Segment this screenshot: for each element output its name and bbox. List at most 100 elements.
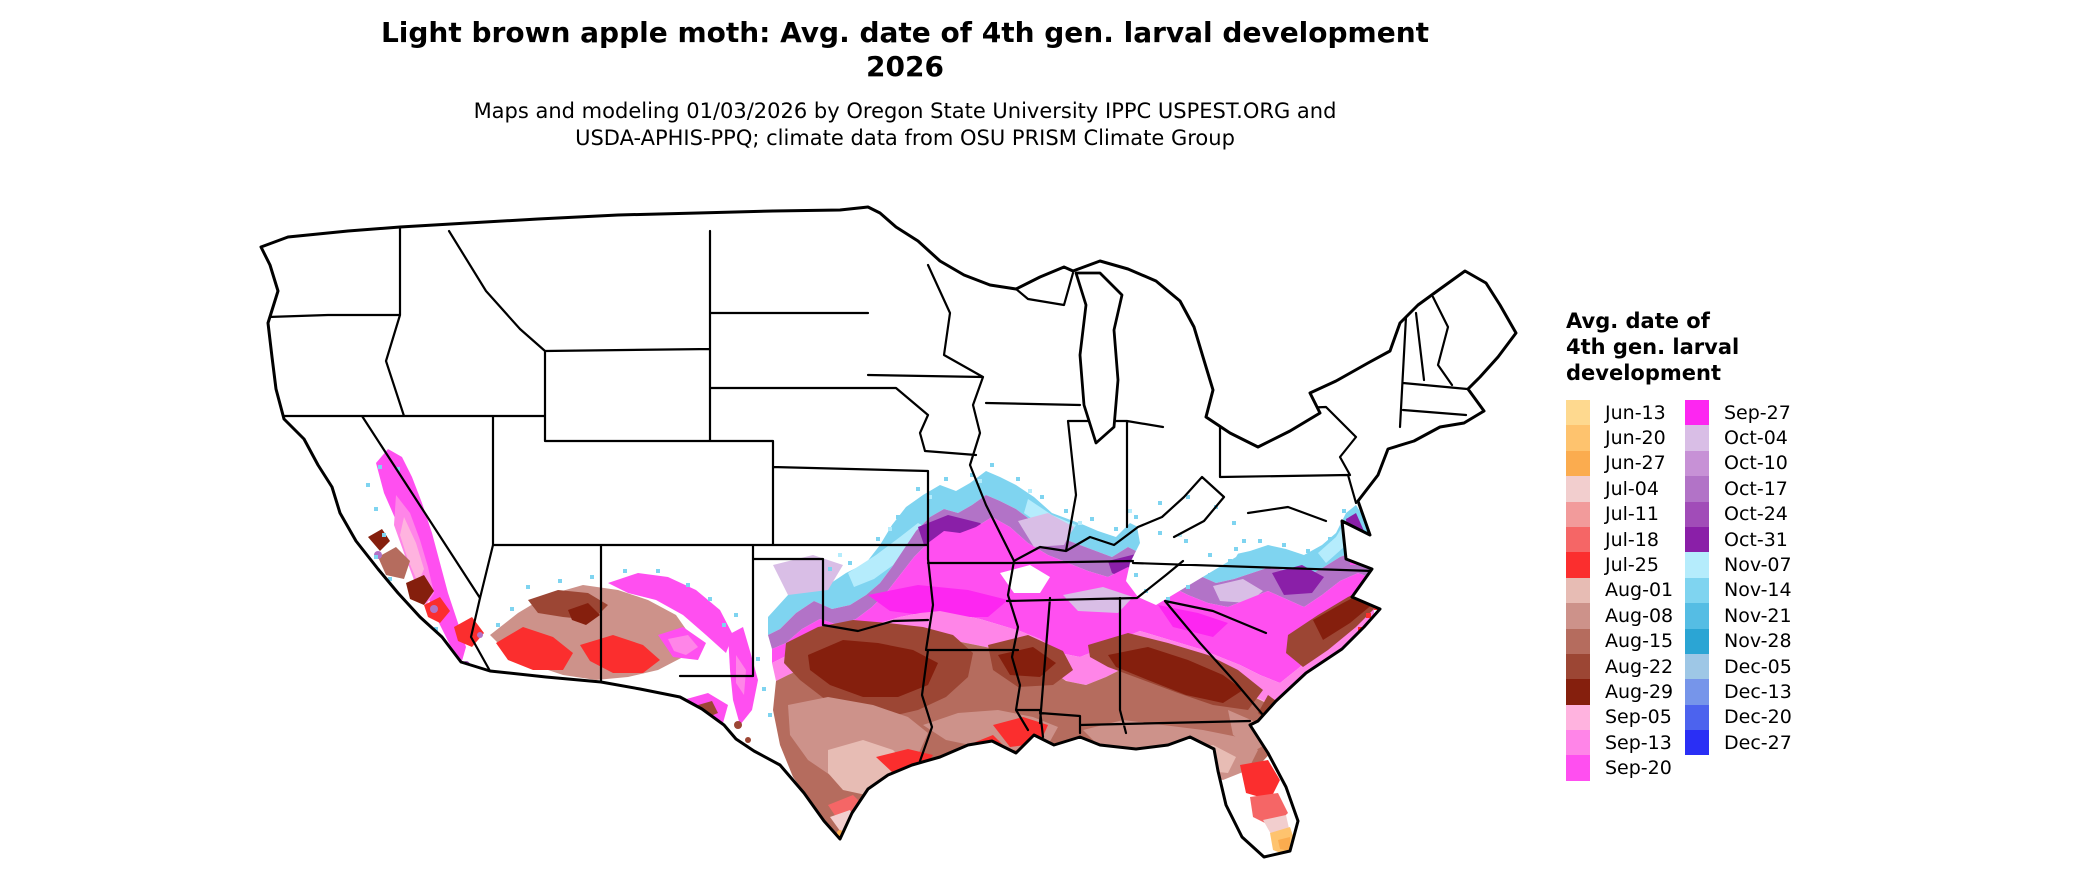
legend-swatch — [1566, 603, 1590, 629]
page-title-line2: 2026 — [866, 50, 944, 83]
legend-entry: Dec-20 — [1685, 704, 1792, 731]
legend-entry: Aug-22 — [1566, 653, 1685, 680]
us-map — [228, 165, 1520, 880]
legend-entry: Sep-13 — [1566, 730, 1685, 756]
lake-michigan — [1074, 271, 1124, 445]
legend-entry: Sep-20 — [1566, 755, 1685, 781]
legend-entry-label: Sep-05 — [1605, 706, 1672, 729]
legend-entry: Dec-05 — [1685, 653, 1792, 680]
legend-column-2: Sep-27 Oct-04 Oct-10 Oct-17 Oct-24 Oct-31 Nov-… — [1685, 400, 1792, 781]
subtitle-line2: USDA-APHIS-PPQ; climate data from OSU PR… — [575, 126, 1235, 150]
legend-entry-label: Aug-15 — [1605, 630, 1674, 653]
legend-swatch — [1685, 577, 1709, 604]
legend-swatch — [1566, 755, 1590, 781]
legend-swatch — [1685, 603, 1709, 629]
legend-entry-label: Jul-04 — [1605, 477, 1659, 500]
subtitle-line1: Maps and modeling 01/03/2026 by Oregon S… — [473, 99, 1337, 123]
legend-entry-label: Sep-27 — [1724, 401, 1791, 424]
legend-entry-label: Jul-18 — [1605, 528, 1659, 551]
legend-entry-label: Jul-25 — [1605, 554, 1659, 577]
legend-swatch — [1685, 425, 1709, 451]
legend-entry-label: Jun-20 — [1605, 427, 1666, 450]
legend-swatch — [1685, 653, 1709, 680]
legend-entry-label: Oct-10 — [1724, 452, 1788, 475]
legend-entry-label: Oct-04 — [1724, 427, 1788, 450]
legend-swatch — [1566, 501, 1590, 527]
legend-entry-label: Dec-27 — [1724, 731, 1792, 754]
legend-entry: Dec-13 — [1685, 679, 1792, 705]
legend-entry-label: Dec-13 — [1724, 680, 1792, 703]
legend-entry-label: Jun-13 — [1605, 401, 1666, 424]
legend-swatch — [1566, 552, 1590, 578]
legend-entry-label: Jul-11 — [1605, 503, 1659, 526]
legend-entry: Oct-24 — [1685, 501, 1792, 527]
legend-entry-label: Aug-01 — [1605, 579, 1674, 602]
legend-entry: Oct-04 — [1685, 425, 1792, 451]
legend-entry: Aug-15 — [1566, 628, 1685, 654]
legend-entry-label: Sep-13 — [1605, 731, 1672, 754]
legend-columns: Jun-13 Jun-20 Jun-27 Jul-04 Jul-11 Jul-18 Jul-… — [1566, 400, 1886, 781]
legend-entry-label: Oct-17 — [1724, 477, 1788, 500]
legend-entry: Nov-07 — [1685, 552, 1792, 578]
legend-entry: Sep-27 — [1685, 400, 1792, 426]
legend-swatch — [1685, 679, 1709, 705]
legend-swatch — [1566, 704, 1590, 731]
legend-swatch — [1685, 400, 1709, 426]
legend-swatch — [1566, 425, 1590, 451]
aug29-blobs — [808, 590, 1374, 703]
legend-entry-label: Nov-07 — [1724, 554, 1792, 577]
legend-entry: Nov-14 — [1685, 577, 1792, 604]
legend-swatch — [1685, 628, 1709, 654]
legend-entry-label: Dec-05 — [1724, 655, 1792, 678]
legend-title-line2: 4th gen. larval — [1566, 335, 1740, 359]
legend-swatch — [1685, 476, 1709, 502]
legend-entry: Dec-27 — [1685, 730, 1792, 756]
legend-title-line3: development — [1566, 361, 1721, 385]
legend-entry-label: Aug-08 — [1605, 604, 1674, 627]
legend-entry-label: Oct-31 — [1724, 528, 1788, 551]
legend-entry-label: Sep-20 — [1605, 757, 1672, 780]
band-nov — [768, 471, 1374, 635]
legend-column-1: Jun-13 Jun-20 Jun-27 Jul-04 Jul-11 Jul-18 Jul-… — [1566, 400, 1685, 781]
legend-swatch — [1566, 679, 1590, 705]
legend-entry: Oct-17 — [1685, 476, 1792, 502]
legend-swatch — [1685, 704, 1709, 731]
legend-entry: Jun-27 — [1566, 450, 1685, 477]
legend-swatch — [1685, 552, 1709, 578]
us-map-svg — [259, 205, 1518, 859]
state-borders — [265, 225, 1480, 763]
jul04-blobs — [830, 810, 1290, 843]
legend-entry-label: Aug-22 — [1605, 655, 1674, 678]
jun27-core — [837, 830, 1290, 851]
legend-entry: Aug-08 — [1566, 603, 1685, 629]
cyan-speckles — [366, 463, 1364, 717]
legend-swatch — [1566, 577, 1590, 604]
legend-title-line1: Avg. date of — [1566, 309, 1710, 333]
jul18-blobs — [828, 793, 1288, 827]
legend-entry-label: Nov-21 — [1724, 604, 1792, 627]
legend-swatch — [1566, 730, 1590, 756]
legend-swatch — [1685, 450, 1709, 477]
legend-entry: Jul-11 — [1566, 501, 1685, 527]
legend-entry: Jul-04 — [1566, 476, 1685, 502]
band-oct-pale — [773, 513, 1263, 603]
legend-entry: Oct-31 — [1685, 526, 1792, 553]
legend-entry: Nov-21 — [1685, 603, 1792, 629]
legend-entry-label: Dec-20 — [1724, 706, 1792, 729]
legend-entry: Nov-28 — [1685, 628, 1792, 654]
legend-entry-label: Aug-29 — [1605, 680, 1674, 703]
legend-swatch — [1685, 730, 1709, 756]
legend-swatch — [1566, 400, 1590, 426]
legend-entry: Oct-10 — [1685, 450, 1792, 477]
legend-entry: Jul-18 — [1566, 526, 1685, 553]
california-raster — [368, 449, 484, 669]
map-legend: Avg. date of 4th gen. larval development… — [1566, 308, 1886, 781]
legend-swatch — [1566, 526, 1590, 553]
legend-entry: Aug-29 — [1566, 679, 1685, 705]
legend-entry-label: Nov-28 — [1724, 630, 1792, 653]
legend-swatch — [1685, 501, 1709, 527]
legend-swatch — [1566, 476, 1590, 502]
us-outline-stroke — [259, 205, 1518, 859]
legend-entry: Aug-01 — [1566, 577, 1685, 604]
